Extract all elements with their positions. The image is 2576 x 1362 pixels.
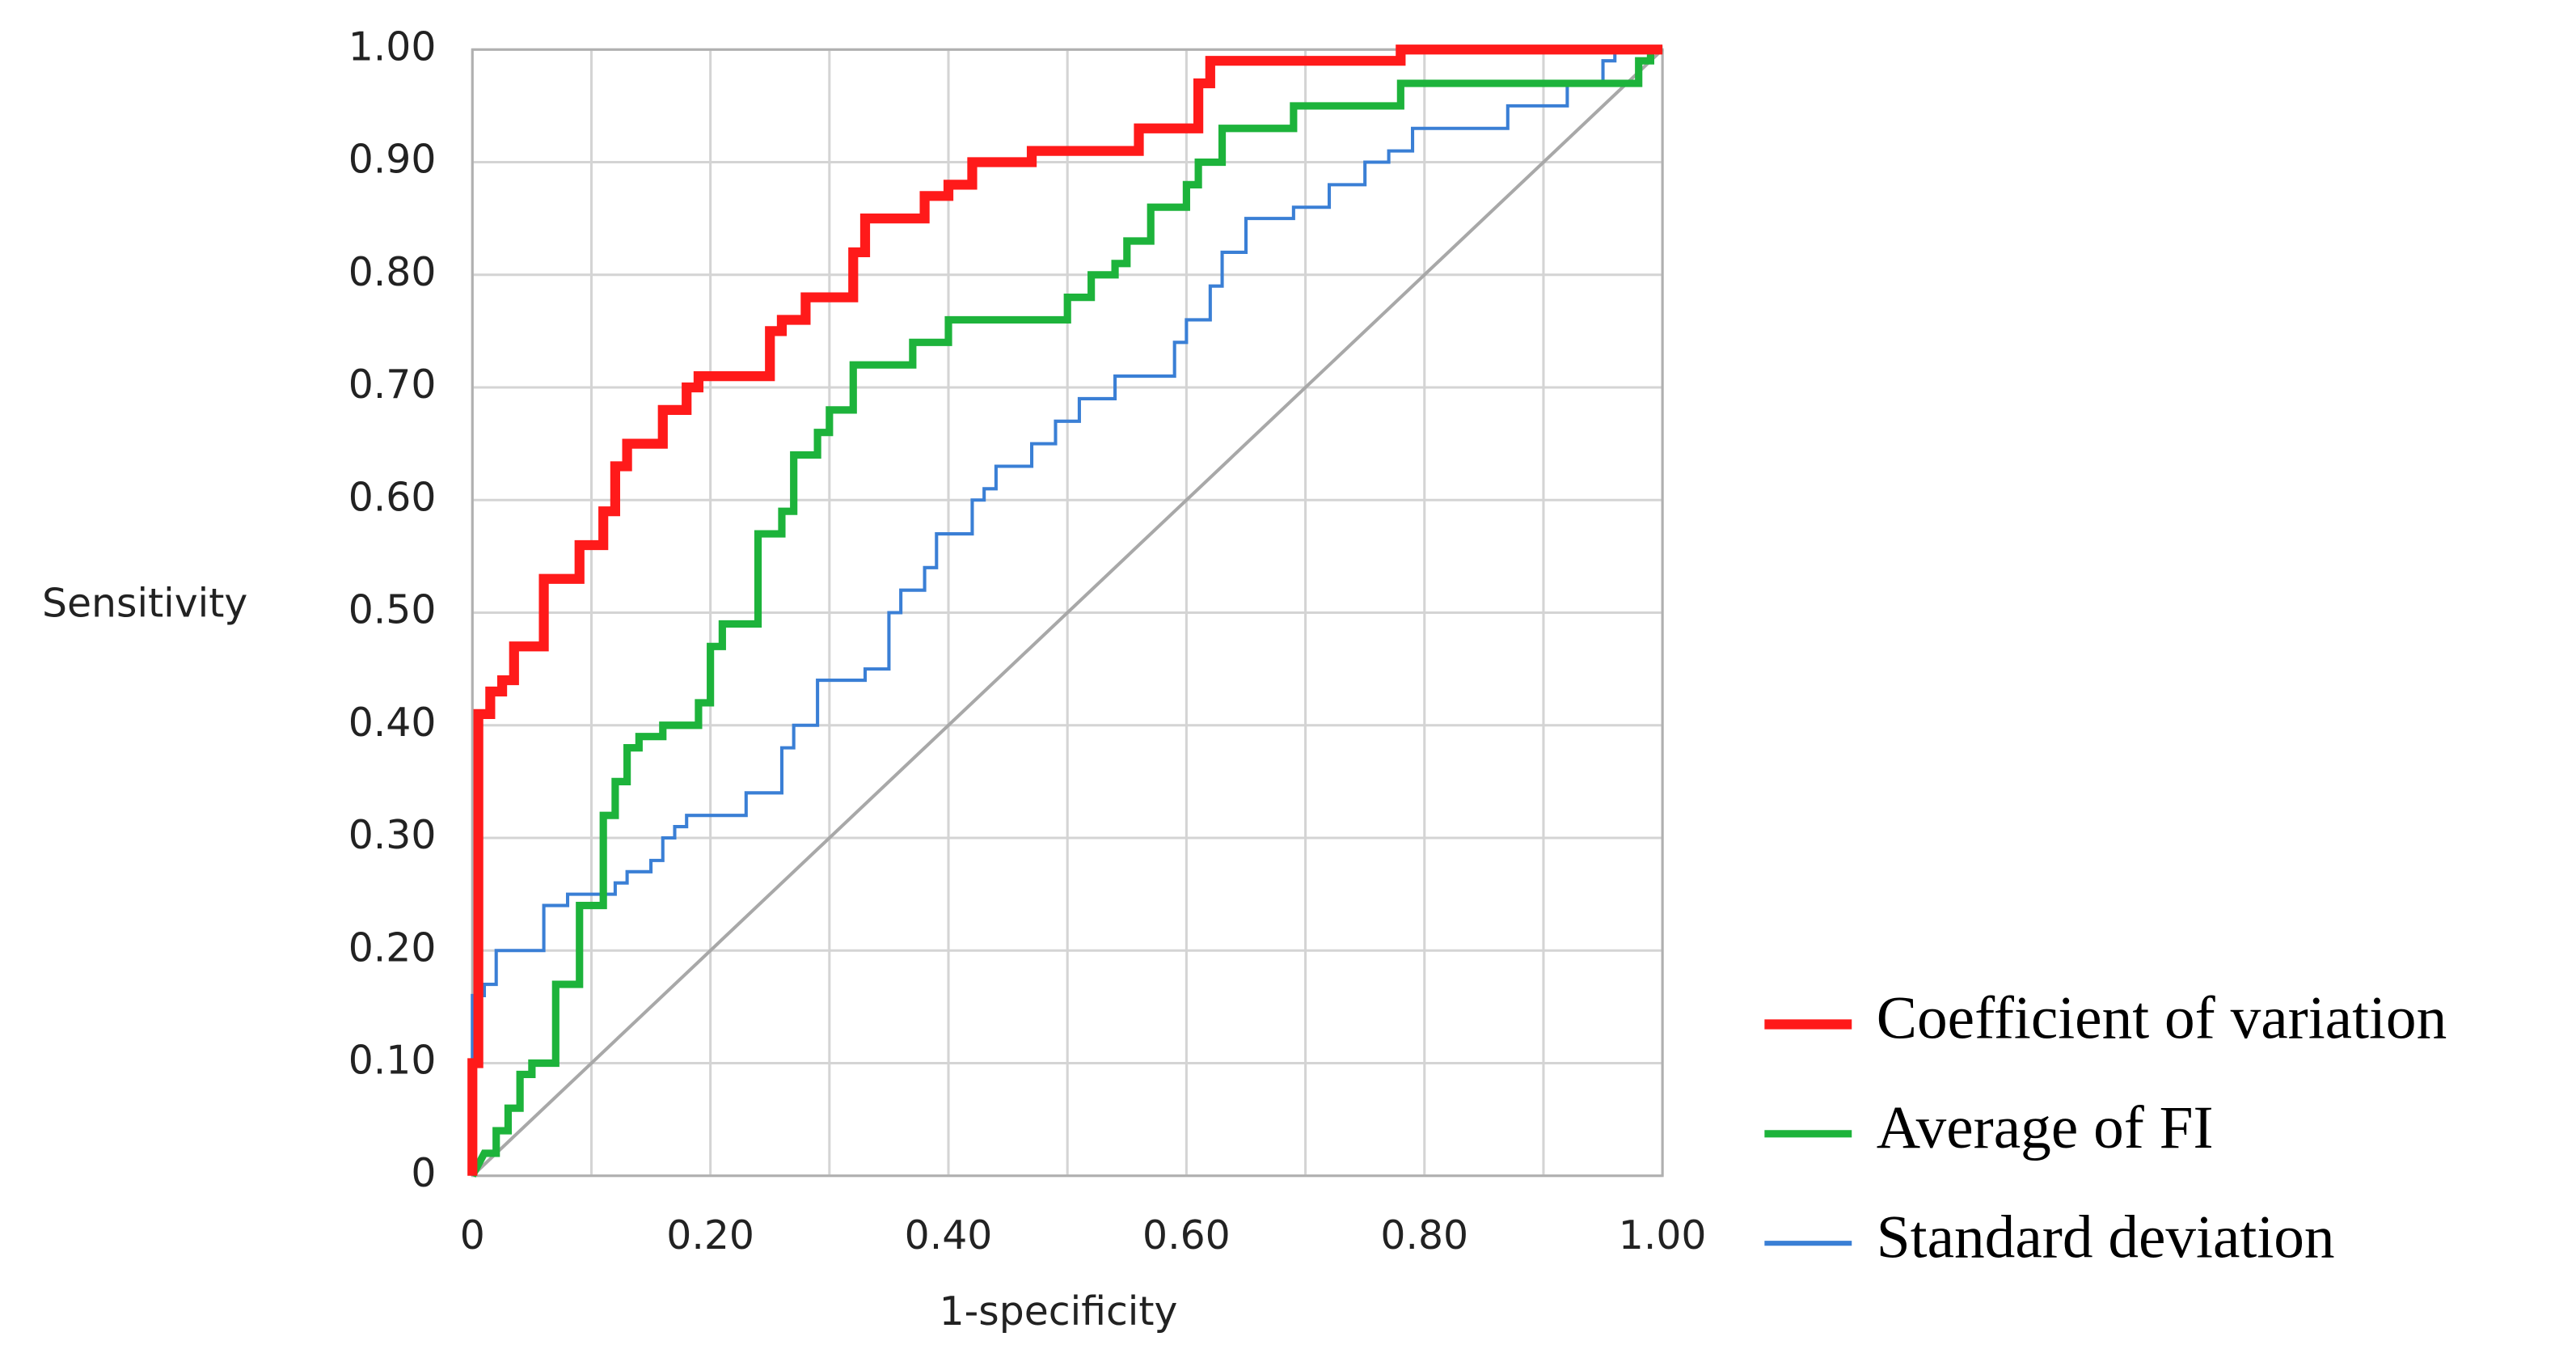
x-axis-label: 1-specificity [940,1288,1178,1335]
legend-label: Standard deviation [1877,1204,2335,1271]
legend-label: Coefficient of variation [1877,985,2447,1052]
x-tick-label: 0.80 [1380,1212,1468,1258]
y-tick-label: 0.10 [348,1038,437,1084]
roc-curve [471,48,1663,1176]
roc-curve [469,45,1663,1178]
x-tick-label: 0.40 [905,1212,993,1258]
x-tick-label: 0 [460,1212,485,1258]
reference-line [471,48,1664,1178]
y-tick-label: 0.60 [348,474,437,520]
y-axis-label: Sensitivity [42,580,247,626]
y-tick-label: 0 [411,1150,436,1196]
y-tick-label: 0.50 [348,587,437,633]
y-tick-label: 0.90 [348,137,437,183]
y-tick-label: 0.30 [348,812,437,858]
y-tick-label: 0.40 [348,700,437,746]
x-tick-label: 1.00 [1619,1212,1707,1258]
y-tick-label: 0.20 [348,924,437,971]
y-tick-label: 0.70 [348,362,437,408]
x-tick-label: 0.20 [666,1212,754,1258]
legend-label: Average of FI [1877,1094,2214,1161]
y-tick-label: 0.80 [348,249,437,295]
y-tick-label: 1.00 [348,23,437,70]
x-tick-label: 0.60 [1142,1212,1231,1258]
plot-frame [471,48,1664,1178]
roc-curve [467,44,1663,1176]
